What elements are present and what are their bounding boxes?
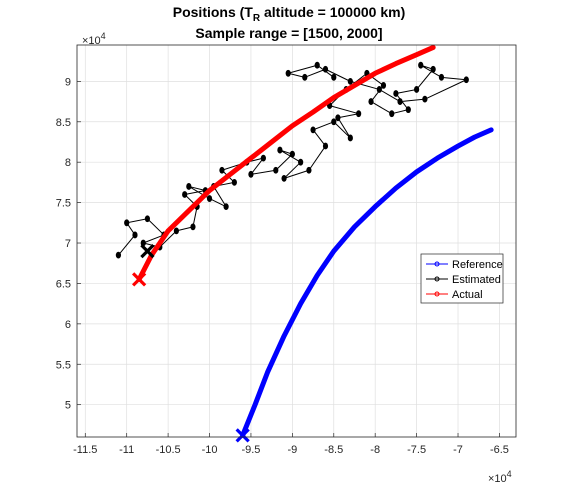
estimated-point	[322, 65, 329, 73]
estimated-point	[430, 65, 436, 73]
estimated-point	[248, 170, 254, 178]
estimated-point	[206, 195, 213, 202]
x-tick-label: -11	[119, 444, 134, 456]
estimated-point	[190, 223, 196, 231]
x-axis-ticks: -11.5 -11 -10.5 -10 -9.5 -9 -8.5 -8 -7.5 -7 -6.5	[73, 433, 509, 456]
x-tick-label: -11.5	[73, 444, 97, 456]
x-tick-label: -10	[202, 444, 218, 456]
end-marker-estimated	[140, 243, 155, 259]
estimated-point	[347, 77, 353, 85]
y-tick-label: 5	[65, 400, 71, 412]
estimated-point	[393, 90, 399, 97]
legend-entry-estimated: Estimated	[426, 274, 501, 286]
y-tick-label: 7	[65, 238, 71, 250]
legend-entry-actual: Actual	[426, 289, 483, 301]
y-tick-label: 9	[65, 76, 71, 88]
estimated-point	[389, 110, 395, 118]
y-tick-label: 6	[65, 319, 71, 331]
estimated-point	[422, 95, 428, 103]
legend-label-reference: Reference	[452, 259, 503, 271]
legend-entry-reference: Reference	[426, 259, 503, 271]
x-tick-label: -9.5	[241, 444, 260, 456]
plot-area	[76, 44, 517, 443]
legend-marker-estimated	[434, 276, 440, 282]
estimated-point	[281, 174, 287, 182]
estimated-point	[144, 215, 151, 223]
estimated-point	[231, 179, 237, 186]
x-tick-label: -9	[287, 444, 297, 456]
x-tick-label: -10.5	[156, 444, 181, 456]
estimated-point	[132, 231, 138, 239]
estimated-point	[124, 219, 130, 227]
estimated-point	[463, 76, 469, 84]
y-tick-label: 6.5	[56, 278, 71, 290]
series-line-actual	[136, 44, 436, 282]
estimated-point	[331, 73, 337, 81]
end-marker-actual	[131, 272, 147, 287]
legend-marker-reference	[434, 261, 440, 267]
x-marker-stroke	[131, 272, 147, 287]
estimated-point	[356, 110, 362, 118]
estimated-point	[438, 73, 445, 81]
y-axis-exponent: ×104	[82, 31, 106, 47]
estimated-point	[405, 106, 411, 114]
end-markers	[131, 243, 250, 443]
chart-subtitle: Sample range = [1500, 2000]	[195, 25, 382, 41]
x-tick-label: -6.5	[490, 444, 509, 456]
legend-label-estimated: Estimated	[452, 274, 501, 286]
estimated-point	[314, 61, 320, 69]
estimated-point	[322, 142, 329, 150]
estimated-point	[380, 82, 387, 89]
estimated-point	[414, 86, 420, 93]
estimated-point	[260, 154, 266, 162]
legend-marker-actual	[434, 291, 440, 297]
estimated-point	[376, 86, 382, 93]
x-marker-stroke	[140, 243, 155, 259]
series-layer	[115, 44, 494, 438]
x-tick-label: -7	[453, 444, 463, 456]
estimated-point	[277, 146, 283, 154]
estimated-point	[285, 69, 291, 77]
end-marker-reference	[235, 428, 250, 443]
estimated-point	[223, 203, 229, 211]
estimated-point	[335, 114, 341, 122]
estimated-point	[173, 227, 179, 235]
estimated-point	[397, 98, 403, 105]
x-axis-exponent: ×104	[488, 469, 512, 485]
estimated-point	[418, 61, 424, 69]
x-tick-label: -8	[370, 444, 380, 456]
estimated-point	[306, 166, 312, 174]
x-marker-stroke	[235, 428, 250, 443]
axes-background	[77, 45, 516, 437]
y-tick-label: 5.5	[56, 359, 71, 371]
y-tick-label: 7.5	[56, 198, 71, 210]
estimated-point	[289, 150, 295, 158]
legend: Reference Estimated Actual	[420, 253, 504, 304]
estimated-point	[368, 98, 374, 105]
estimated-point	[273, 166, 279, 174]
legend-label-actual: Actual	[452, 289, 483, 301]
estimated-point	[302, 73, 308, 81]
axes-frame	[76, 44, 517, 438]
estimated-point	[298, 158, 304, 166]
y-axis-ticks: 5 5.5 6 6.5 7 7.5 8 8.5 9	[56, 76, 81, 412]
estimated-point	[186, 183, 192, 190]
estimated-point	[219, 166, 225, 174]
y-tick-label: 8.5	[56, 117, 71, 129]
estimated-point	[347, 134, 353, 142]
chart-title: Positions (TR altitude = 100000 km)	[173, 4, 406, 24]
estimated-point	[331, 118, 337, 126]
x-tick-label: -7.5	[407, 444, 426, 456]
estimated-point	[115, 251, 122, 259]
series-line-reference	[240, 127, 494, 438]
x-tick-label: -8.5	[324, 444, 343, 456]
estimated-point	[310, 126, 316, 134]
y-tick-label: 8	[65, 157, 71, 169]
estimated-point	[182, 191, 188, 198]
